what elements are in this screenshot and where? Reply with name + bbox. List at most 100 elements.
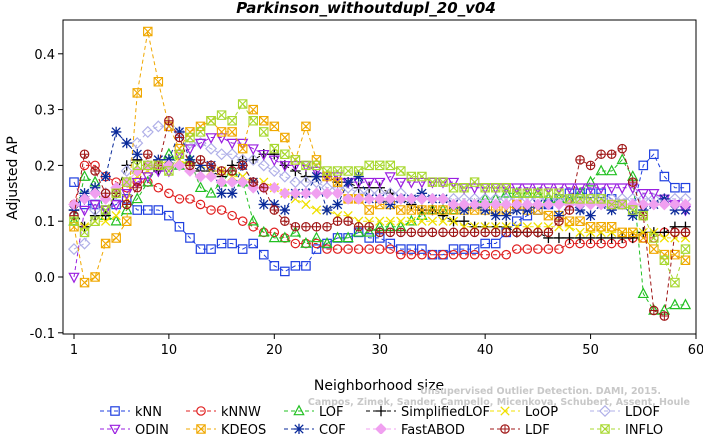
data-point-kdeos	[427, 205, 438, 215]
data-point-inflo	[322, 166, 332, 176]
data-point-ldf	[270, 205, 279, 215]
legend-marker	[109, 424, 121, 434]
data-point-inflo	[121, 177, 132, 187]
data-point-kdeos	[216, 127, 227, 137]
data-point-ldf	[217, 166, 226, 176]
data-point-inflo	[237, 99, 248, 109]
data-point-cof	[195, 160, 206, 171]
legend-label: FastABOD	[401, 423, 465, 434]
legend-item-loop: LoOP	[490, 405, 558, 420]
data-point-knnw	[269, 227, 280, 238]
data-point-lof	[637, 287, 649, 299]
data-point-kdeos	[269, 121, 280, 132]
data-point-knn	[142, 205, 153, 215]
data-point-ldf	[533, 227, 543, 238]
data-point-lof	[110, 214, 122, 226]
data-point-fastabod	[394, 192, 407, 205]
data-point-inflo	[543, 188, 554, 199]
data-point-ldf	[343, 217, 353, 226]
data-point-kdeos	[617, 227, 627, 238]
data-point-ldf	[354, 222, 363, 231]
data-point-inflo	[617, 199, 627, 210]
data-point-fastabod	[468, 198, 481, 211]
legend-item-lof: LOF	[284, 404, 344, 420]
data-point-cof	[279, 204, 291, 216]
data-point-simplifiedlof	[458, 216, 470, 227]
data-point-cof	[311, 171, 322, 182]
legend-marker	[598, 404, 612, 418]
data-point-kdeos	[100, 238, 111, 249]
legend-item-odin: ODIN	[100, 423, 169, 434]
data-point-lof	[352, 225, 365, 237]
data-point-ldf	[502, 228, 511, 237]
data-point-ldf	[396, 228, 406, 237]
data-point-ldf	[227, 166, 237, 176]
data-point-cof	[174, 126, 185, 138]
data-point-inflo	[512, 188, 522, 199]
data-point-loop	[406, 216, 417, 226]
data-point-inflo	[353, 166, 364, 176]
data-point-lof	[289, 225, 302, 237]
data-point-inflo	[206, 116, 216, 126]
legend-label: INFLO	[625, 423, 663, 434]
data-point-inflo	[469, 177, 480, 187]
data-point-inflo	[100, 205, 111, 215]
data-point-inflo	[438, 177, 448, 187]
data-point-lof	[121, 203, 133, 215]
data-point-fastabod	[363, 192, 376, 205]
data-point-knnw	[290, 238, 301, 249]
data-point-kdeos	[438, 205, 448, 215]
legend-item-simplifiedlof: SimplifiedLOF	[366, 405, 490, 420]
data-point-lof	[78, 170, 91, 181]
data-point-kdeos	[121, 216, 132, 226]
data-point-kdeos	[627, 227, 638, 238]
data-point-ldf	[660, 311, 669, 321]
data-point-inflo	[606, 199, 617, 210]
data-point-ldof	[226, 148, 239, 161]
data-point-ldf	[428, 228, 437, 237]
legend-label: kNNW	[221, 405, 261, 420]
legend: kNN kNNW LOF SimplifiedLOF LoOP LDOF ODIN KDEOS…	[100, 404, 663, 434]
legend-item-ldf: LDF	[490, 423, 550, 434]
data-point-kdeos	[585, 222, 596, 232]
data-point-loop	[385, 216, 395, 226]
data-point-ldf	[227, 166, 237, 176]
data-point-loop	[111, 210, 121, 221]
data-point-lof	[416, 209, 428, 220]
data-point-loop	[575, 227, 585, 238]
data-point-ldf	[90, 166, 100, 176]
data-point-ldf	[617, 143, 628, 154]
data-point-lof	[605, 164, 618, 176]
data-point-ldf	[427, 227, 438, 238]
data-point-odin	[289, 161, 302, 172]
data-point-loop	[438, 216, 448, 226]
data-point-ldf	[480, 228, 490, 237]
data-point-ldf	[206, 160, 216, 171]
x-tick-label: 10	[161, 343, 178, 358]
data-point-ldf	[649, 305, 659, 316]
data-point-loop	[427, 216, 438, 226]
data-point-ldf	[248, 177, 259, 187]
data-point-knn	[195, 244, 206, 254]
data-point-lof	[194, 181, 207, 193]
data-point-ldf	[122, 200, 131, 209]
data-point-knnw	[248, 221, 259, 232]
y-tick-label: -0.1	[30, 327, 55, 342]
data-point-simplifiedlof	[627, 232, 638, 244]
data-point-odin	[184, 144, 196, 156]
data-point-fastabod	[479, 198, 492, 211]
data-point-ldf	[142, 149, 153, 160]
data-point-odin	[637, 189, 649, 200]
data-point-ldf	[90, 166, 100, 176]
data-point-odin	[511, 183, 523, 195]
data-point-odin	[89, 200, 101, 211]
data-point-fastabod	[215, 176, 228, 189]
data-point-knn	[206, 244, 216, 254]
data-point-fastabod	[268, 181, 281, 194]
data-point-inflo	[638, 210, 649, 221]
data-point-knnw	[343, 244, 353, 254]
data-point-lof	[679, 298, 692, 310]
data-point-ldf	[533, 228, 543, 237]
data-point-ldf	[628, 177, 637, 187]
data-point-lof	[595, 164, 607, 176]
